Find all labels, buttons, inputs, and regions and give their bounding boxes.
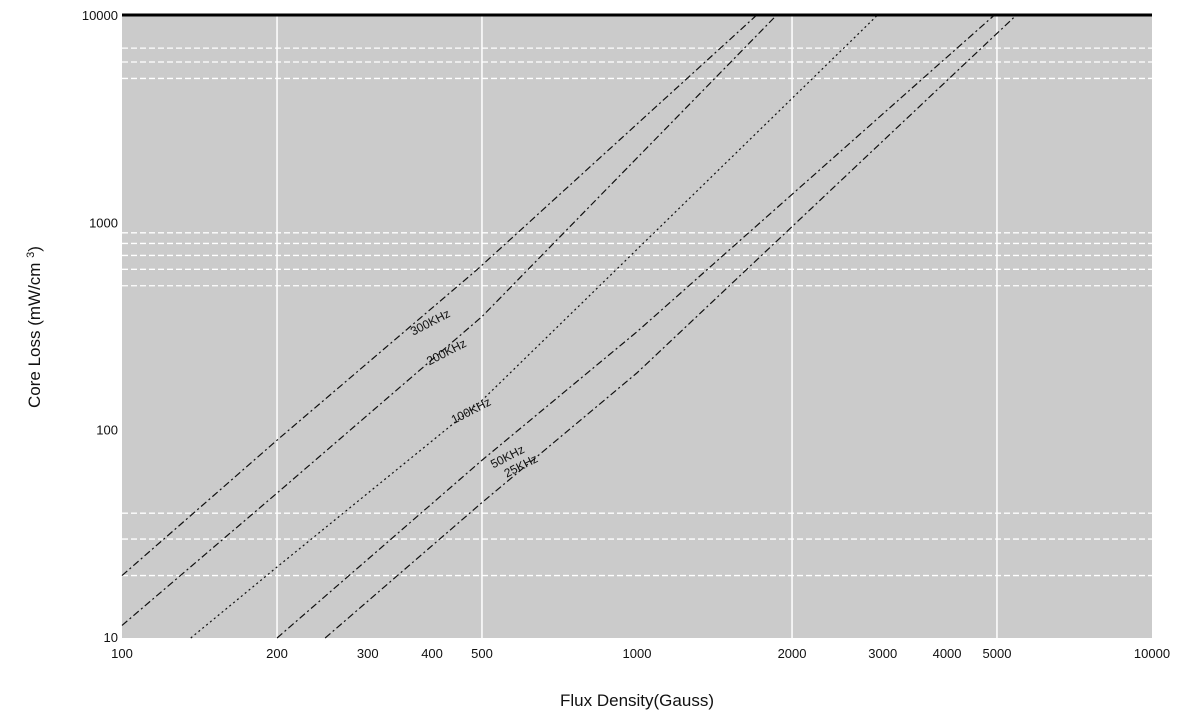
y-tick-label: 10	[104, 630, 118, 645]
series-line-100khz	[190, 15, 878, 639]
grid	[122, 16, 1152, 638]
x-axis-tick-labels: 100 200 300 400 500 1000 2000 3000 4000 5000 10000	[111, 646, 1170, 661]
y-tick-label: 100	[96, 423, 118, 438]
plot-area	[122, 16, 1152, 638]
x-tick-label: 100	[111, 646, 133, 661]
x-tick-label: 300	[357, 646, 379, 661]
x-axis-title: Flux Density(Gauss)	[560, 691, 714, 710]
x-tick-label: 2000	[778, 646, 807, 661]
x-tick-label: 4000	[933, 646, 962, 661]
x-tick-label: 500	[471, 646, 493, 661]
y-axis-title: Core Loss (mW/cm 3)	[25, 246, 44, 408]
x-tick-label: 5000	[983, 646, 1012, 661]
series-line-50khz	[276, 15, 994, 639]
x-tick-label: 200	[266, 646, 288, 661]
y-tick-label: 10000	[82, 8, 118, 23]
y-tick-label: 1000	[89, 215, 118, 230]
x-tick-label: 3000	[868, 646, 897, 661]
x-tick-label: 400	[421, 646, 443, 661]
x-tick-label: 1000	[623, 646, 652, 661]
x-tick-label: 10000	[1134, 646, 1170, 661]
series-line-200khz	[121, 15, 777, 626]
y-axis-tick-labels: 10 100 1000 10000	[82, 8, 118, 645]
series-group	[121, 15, 1016, 639]
